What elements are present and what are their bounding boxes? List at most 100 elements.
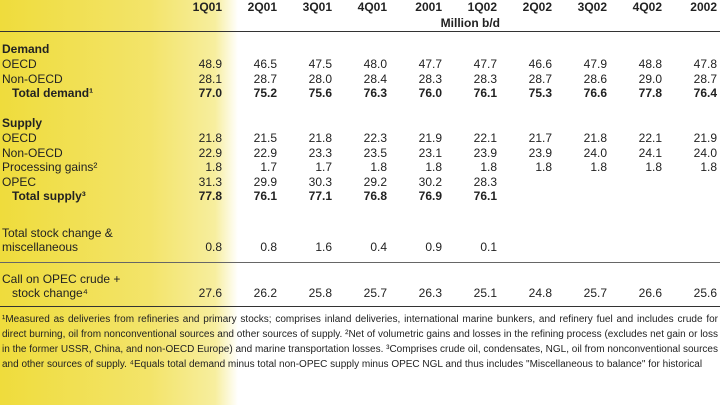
row-label: OECD <box>2 57 37 71</box>
value-cell: 75.6 <box>308 86 332 100</box>
value-cell: 76.1 <box>473 189 497 203</box>
value-cell: 1.7 <box>260 160 277 174</box>
value-cell: 23.9 <box>528 145 552 160</box>
column-header: 1Q02 <box>467 0 497 14</box>
column-header: 3Q01 <box>302 0 332 14</box>
value-cell: 1.8 <box>370 160 387 174</box>
value-cell: 28.7 <box>253 71 277 86</box>
value-cell: 24.1 <box>638 145 662 160</box>
value-cell: 23.1 <box>418 145 442 160</box>
value-cell: 28.0 <box>308 71 332 86</box>
value-cell: 25.7 <box>583 286 607 300</box>
value-cell: 30.2 <box>418 174 442 189</box>
value-cell: 21.8 <box>583 131 607 145</box>
value-cell: 28.3 <box>418 71 442 86</box>
value-cell: 25.1 <box>473 286 497 300</box>
column-header: 2Q01 <box>247 0 277 14</box>
value-cell: 77.1 <box>308 189 332 203</box>
footnotes: ¹Measured as deliveries from refineries … <box>2 314 718 370</box>
value-cell: 76.6 <box>583 86 607 100</box>
value-cell: 25.6 <box>693 286 717 300</box>
value-cell: 22.3 <box>363 131 387 145</box>
value-cell: 1.8 <box>645 160 662 174</box>
value-cell: 28.3 <box>473 71 497 86</box>
value-cell: 46.5 <box>253 57 277 71</box>
value-cell: 21.8 <box>198 131 222 145</box>
value-cell: 21.8 <box>308 131 332 145</box>
value-cell: 0.1 <box>480 240 497 254</box>
value-cell: 26.3 <box>418 286 442 300</box>
row-label: Call on OPEC crude + <box>2 272 121 286</box>
value-cell: 29.2 <box>363 174 387 189</box>
value-cell: 76.0 <box>418 86 442 100</box>
value-cell: 23.9 <box>473 145 497 160</box>
value-cell: 1.8 <box>535 160 552 174</box>
value-cell: 24.8 <box>528 286 552 300</box>
value-cell: 22.1 <box>473 131 497 145</box>
value-cell: 1.6 <box>315 240 332 254</box>
value-cell: 31.3 <box>198 174 222 189</box>
value-cell: 26.6 <box>638 286 662 300</box>
value-cell: 24.0 <box>693 145 717 160</box>
value-cell: 1.8 <box>700 160 717 174</box>
value-cell: 28.7 <box>528 71 552 86</box>
value-cell: 1.8 <box>480 160 497 174</box>
row-label: Total stock change & <box>2 226 113 240</box>
row-label: OECD <box>2 131 37 145</box>
value-cell: 48.0 <box>363 57 387 71</box>
value-cell: 25.8 <box>308 286 332 300</box>
rule <box>0 31 720 32</box>
value-cell: 1.8 <box>205 160 222 174</box>
value-cell: 28.7 <box>693 71 717 86</box>
column-header: 2001 <box>415 0 442 14</box>
value-cell: 75.3 <box>528 86 552 100</box>
value-cell: 28.1 <box>198 71 222 86</box>
rule <box>0 306 720 307</box>
value-cell: 77.8 <box>198 189 222 203</box>
row-label: miscellaneous <box>2 240 79 254</box>
value-cell: 28.6 <box>583 71 607 86</box>
column-header: 4Q02 <box>632 0 662 14</box>
value-cell: 26.2 <box>253 286 277 300</box>
rule <box>0 262 720 263</box>
column-header: 2Q02 <box>522 0 552 14</box>
value-cell: 22.9 <box>253 145 277 160</box>
value-cell: 0.8 <box>205 240 222 254</box>
value-cell: 23.5 <box>363 145 387 160</box>
column-header: 2002 <box>690 0 717 14</box>
value-cell: 48.8 <box>638 57 662 71</box>
value-cell: 1.8 <box>425 160 442 174</box>
value-cell: 46.6 <box>528 57 552 71</box>
value-cell: 0.9 <box>425 240 442 254</box>
value-cell: 47.8 <box>693 57 717 71</box>
value-cell: 29.9 <box>253 174 277 189</box>
value-cell: 76.1 <box>253 189 277 203</box>
value-cell: 47.7 <box>418 57 442 71</box>
value-cell: 76.1 <box>473 86 497 100</box>
column-header: 4Q01 <box>357 0 387 14</box>
total-label: Total supply³ <box>12 189 86 203</box>
value-cell: 21.5 <box>253 131 277 145</box>
value-cell: 1.8 <box>590 160 607 174</box>
row-label: Processing gains² <box>2 160 98 174</box>
value-cell: 47.5 <box>308 57 332 71</box>
value-cell: 47.7 <box>473 57 497 71</box>
row-label: OPEC <box>2 174 37 189</box>
value-cell: 28.4 <box>363 71 387 86</box>
value-cell: 77.0 <box>198 86 222 100</box>
column-header: 3Q02 <box>577 0 607 14</box>
value-cell: 76.9 <box>418 189 442 203</box>
value-cell: 22.1 <box>638 131 662 145</box>
value-cell: 48.9 <box>198 57 222 71</box>
value-cell: 0.8 <box>260 240 277 254</box>
column-header: 1Q01 <box>192 0 222 14</box>
value-cell: 75.2 <box>253 86 277 100</box>
row-label: Non-OECD <box>2 71 63 86</box>
value-cell: 77.8 <box>638 86 662 100</box>
value-cell: 24.0 <box>583 145 607 160</box>
value-cell: 21.9 <box>418 131 442 145</box>
value-cell: 30.3 <box>308 174 332 189</box>
value-cell: 0.4 <box>370 240 387 254</box>
value-cell: 21.7 <box>528 131 552 145</box>
